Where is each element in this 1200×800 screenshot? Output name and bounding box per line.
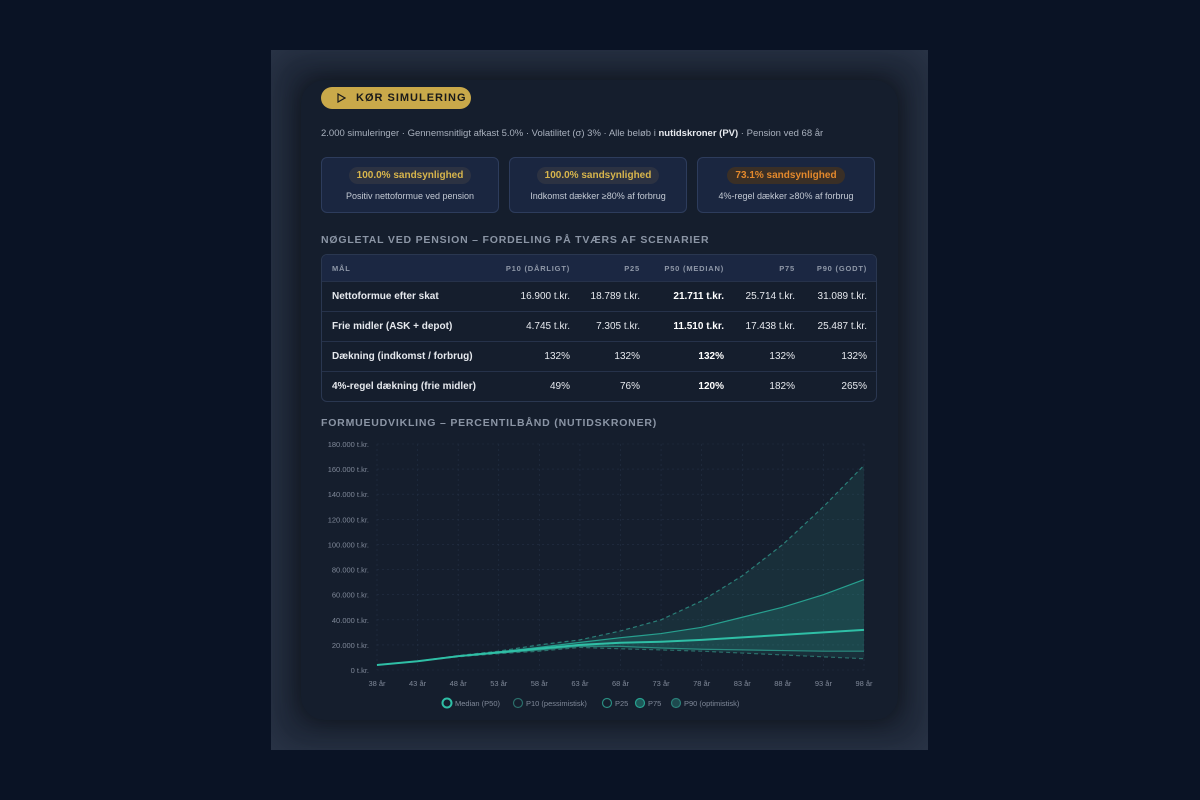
subtitle-text: · Pension ved 68 år	[738, 128, 824, 139]
cell: 132%	[769, 351, 795, 362]
cell: 265%	[841, 381, 867, 392]
chart: 0 t.kr. 20.000 t.kr. 40.000 t.kr. 60.000 t.…	[328, 440, 873, 709]
cell: 31.089 t.kr.	[817, 291, 867, 302]
cell: 25.714 t.kr.	[745, 291, 795, 302]
y-tick-label: 100.000 t.kr.	[328, 540, 369, 549]
subtitle: 2.000 simuleringer · Gennemsnitligt afka…	[321, 128, 823, 139]
series-line	[376, 646, 865, 666]
x-tick-label: 43 år	[409, 679, 427, 688]
table-row: Frie midler (ASK + depot) 4.745 t.kr. 7.30…	[322, 311, 876, 341]
x-tick-label: 93 år	[815, 679, 833, 688]
x-tick-label: 73 år	[653, 679, 671, 688]
section-title: NØGLETAL VED PENSION – FORDELING PÅ TVÆR…	[321, 234, 710, 246]
legend-label[interactable]: P75	[648, 699, 661, 708]
simulation-card: KØR SIMULERING 2.000 simuleringer · Genn…	[301, 80, 898, 720]
header-cell: P90 (GODT)	[816, 263, 867, 273]
kpi-badge: 73.1% sandsynlighed	[727, 167, 845, 184]
cell: 132%	[698, 351, 724, 362]
header-cell: P10 (DÅRLIGT)	[505, 263, 570, 273]
y-tick-label: 160.000 t.kr.	[328, 465, 369, 474]
subtitle-bold: nutidskroner (PV)	[658, 128, 739, 139]
cell: 76%	[619, 381, 640, 392]
legend-swatch	[512, 697, 524, 709]
button-label: KØR SIMULERING	[356, 92, 467, 104]
run-button[interactable]: KØR SIMULERING	[321, 87, 471, 109]
x-tick-label: 83 år	[734, 679, 752, 688]
y-tick-label: 120.000 t.kr.	[328, 515, 369, 524]
cell: 18.789 t.kr.	[590, 291, 640, 302]
y-tick-label: 40.000 t.kr.	[332, 616, 369, 625]
cell: 21.711 t.kr.	[673, 291, 724, 302]
cell: 120%	[698, 381, 724, 392]
series-line	[376, 464, 865, 666]
kpi-card: 100.0% sandsynlighed Positiv nettoformue …	[321, 157, 499, 213]
play-icon	[337, 93, 346, 103]
table-row: Dækning (indkomst / forbrug) 132% 132% 132%…	[322, 341, 876, 371]
row-label: Dækning (indkomst / forbrug)	[332, 351, 473, 362]
y-tick-label: 80.000 t.kr.	[332, 566, 369, 575]
kpi-badge: 100.0% sandsynlighed	[348, 167, 472, 184]
y-tick-label: 20.000 t.kr.	[332, 641, 369, 650]
kpi-card: 100.0% sandsynlighed Indkomst dækker ≥80%…	[509, 157, 687, 213]
percentile-band	[377, 579, 864, 665]
y-tick-label: 180.000 t.kr.	[328, 440, 369, 449]
percentile-band	[377, 465, 864, 665]
legend-swatch	[441, 697, 453, 709]
legend-swatch	[601, 697, 613, 709]
kpi-text: Indkomst dækker ≥80% af forbrug	[530, 191, 666, 201]
cell: 11.510 t.kr.	[673, 321, 724, 332]
y-tick-label: 60.000 t.kr.	[332, 591, 369, 600]
y-tick-label: 0 t.kr.	[351, 666, 369, 675]
table-header: MÅL P10 (DÅRLIGT) P25 P50 (MEDIAN) P75 P90 (G…	[322, 255, 876, 281]
header-cell: P50 (MEDIAN)	[664, 263, 724, 273]
chart-title: FORMUEUDVIKLING – PERCENTILBÅND (NUTIDSK…	[321, 417, 658, 429]
x-tick-label: 48 år	[450, 679, 468, 688]
header-cell: MÅL	[332, 263, 351, 273]
x-tick-label: 58 år	[531, 679, 549, 688]
legend-label[interactable]: P10 (pessimistisk)	[526, 699, 587, 708]
cell: 132%	[544, 351, 570, 362]
kpi-card: 73.1% sandsynlighed 4%-regel dækker ≥80% …	[697, 157, 875, 213]
row-label: 4%-regel dækning (frie midler)	[332, 381, 476, 392]
metrics-table: MÅL P10 (DÅRLIGT) P25 P50 (MEDIAN) P75 P90 (G…	[321, 254, 877, 402]
row-label: Nettoformue efter skat	[332, 291, 439, 302]
legend-label[interactable]: P90 (optimistisk)	[684, 699, 740, 708]
cell: 16.900 t.kr.	[520, 291, 570, 302]
x-tick-label: 68 år	[612, 679, 630, 688]
header-cell: P25	[624, 263, 640, 273]
legend-label[interactable]: P25	[615, 699, 628, 708]
table-row: 4%-regel dækning (frie midler) 49% 76% 120%…	[322, 371, 876, 401]
legend-label[interactable]: Median (P50)	[455, 699, 501, 708]
kpi-badge: 100.0% sandsynlighed	[536, 167, 660, 184]
x-tick-label: 38 år	[368, 679, 386, 688]
header-cell: P75	[779, 263, 795, 273]
series-line	[376, 628, 865, 666]
cell: 132%	[614, 351, 640, 362]
table-row: Nettoformue efter skat 16.900 t.kr. 18.789…	[322, 281, 876, 311]
cell: 4.745 t.kr.	[526, 321, 570, 332]
cell: 182%	[769, 381, 795, 392]
x-tick-label: 53 år	[490, 679, 508, 688]
x-tick-label: 78 år	[693, 679, 711, 688]
kpi-text: 4%-regel dækker ≥80% af forbrug	[718, 191, 854, 201]
x-tick-label: 63 år	[571, 679, 589, 688]
row-label: Frie midler (ASK + depot)	[332, 321, 453, 332]
x-tick-label: 88 år	[774, 679, 792, 688]
subtitle-text: 2.000 simuleringer · Gennemsnitligt afka…	[321, 128, 659, 139]
x-tick-label: 98 år	[855, 679, 873, 688]
cell: 132%	[841, 351, 867, 362]
kpi-text: Positiv nettoformue ved pension	[345, 191, 475, 201]
y-tick-label: 140.000 t.kr.	[328, 490, 369, 499]
cell: 7.305 t.kr.	[596, 321, 640, 332]
legend-swatch	[670, 697, 682, 709]
cell: 49%	[549, 381, 570, 392]
legend-swatch	[634, 697, 646, 709]
cell: 25.487 t.kr.	[817, 321, 867, 332]
cell: 17.438 t.kr.	[745, 321, 795, 332]
